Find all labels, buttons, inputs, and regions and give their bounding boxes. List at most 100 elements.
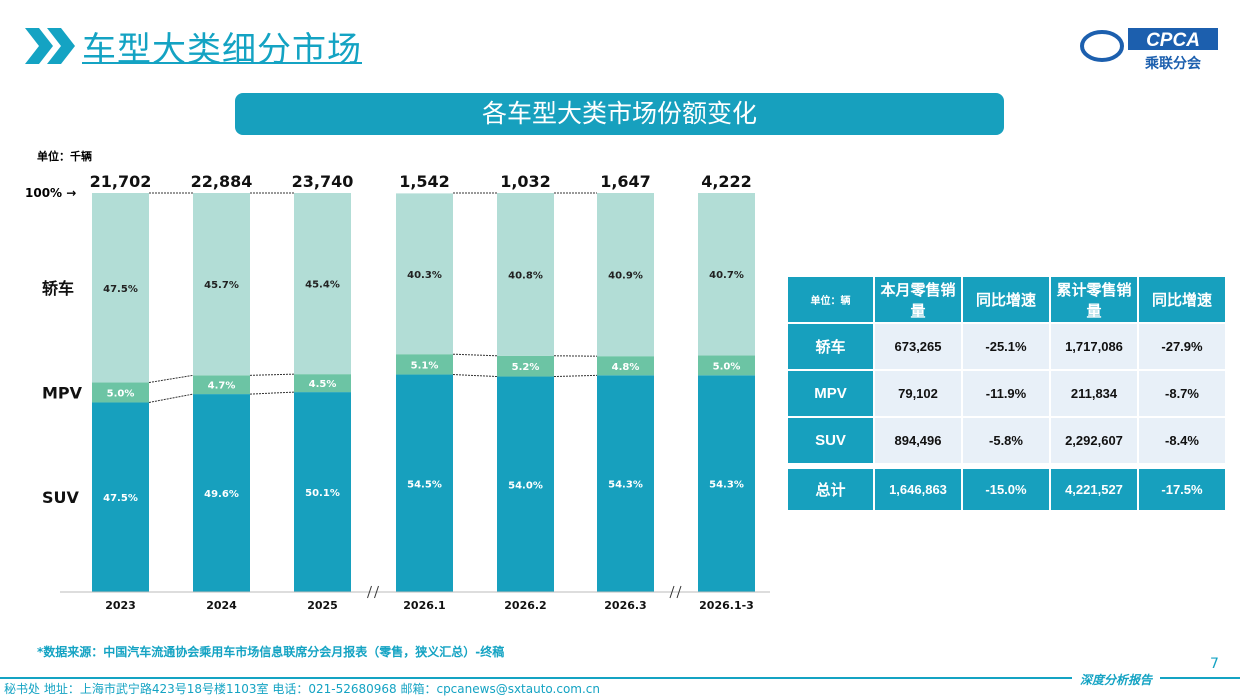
unit-label: 单位：千辆 bbox=[37, 150, 92, 163]
bar-MPV-2026.1-3 bbox=[698, 355, 755, 376]
table-unit: 单位：辆 bbox=[788, 277, 873, 322]
chart-banner: 各车型大类市场份额变化 bbox=[235, 93, 1004, 135]
stacked-bar-chart: 47.5% 5.0% 47.5% 21,702 2023 49.6% 4.7% 45.7% 22… bbox=[42, 172, 770, 612]
x-tick-label: 2026.3 bbox=[604, 599, 646, 612]
connector-line bbox=[553, 374, 598, 378]
double-chevron-icon bbox=[25, 28, 75, 64]
bar-MPV-2026.3 bbox=[597, 356, 654, 376]
page-number: 7 bbox=[1210, 656, 1219, 672]
data-label: 40.7% bbox=[709, 270, 744, 281]
col-header: 本月零售销量 bbox=[875, 277, 961, 322]
x-tick-label: 2026.2 bbox=[504, 599, 546, 612]
bar-MPV-2026.2 bbox=[497, 355, 554, 377]
cell: 211,834 bbox=[1051, 371, 1137, 416]
connector-line bbox=[148, 393, 194, 403]
x-tick-label: 2026.1 bbox=[403, 599, 445, 612]
footer-address: 秘书处 地址：上海市武宁路423号18号楼1103室 电话：021-526809… bbox=[4, 680, 601, 697]
col-header: 累计零售销量 bbox=[1051, 277, 1137, 322]
cell: -8.7% bbox=[1139, 371, 1225, 416]
bar-SUV-2026.3 bbox=[597, 375, 654, 592]
data-label: 47.5% bbox=[103, 284, 138, 295]
data-label: 49.6% bbox=[204, 489, 239, 500]
connector-line bbox=[148, 374, 194, 384]
data-label: 54.5% bbox=[407, 479, 442, 490]
data-label: 45.7% bbox=[204, 280, 239, 291]
bar-轿车-2023 bbox=[92, 193, 149, 383]
series-label: SUV bbox=[42, 488, 80, 507]
connector-line bbox=[452, 374, 498, 378]
data-label: 54.3% bbox=[608, 480, 643, 491]
data-label: 47.5% bbox=[103, 493, 138, 504]
cell: 79,102 bbox=[875, 371, 961, 416]
col-header: 同比增速 bbox=[963, 277, 1049, 322]
table-row: MPV 79,102 -11.9% 211,834 -8.7% bbox=[788, 371, 1225, 416]
cell: 4,221,527 bbox=[1051, 465, 1137, 510]
bar-MPV-2025 bbox=[294, 374, 351, 393]
row-label: 轿车 bbox=[788, 324, 873, 369]
row-label: MPV bbox=[788, 371, 873, 416]
row-label: SUV bbox=[788, 418, 873, 463]
table-row: 轿车 673,265 -25.1% 1,717,086 -27.9% bbox=[788, 324, 1225, 369]
bar-轿车-2024 bbox=[193, 193, 250, 376]
data-label: 40.8% bbox=[508, 270, 543, 281]
x-tick-label: 2024 bbox=[206, 599, 237, 612]
cpca-logo: CPCA 乘联分会 bbox=[1080, 28, 1218, 72]
total-label: 1,032 bbox=[500, 172, 551, 191]
cell: -25.1% bbox=[963, 324, 1049, 369]
cell: -15.0% bbox=[963, 465, 1049, 510]
data-label: 40.3% bbox=[407, 270, 442, 281]
percent-marker: 100% → bbox=[25, 186, 77, 200]
data-label: 45.4% bbox=[305, 280, 340, 291]
data-label: 4.5% bbox=[309, 379, 337, 390]
svg-text:CPCA: CPCA bbox=[1146, 30, 1200, 51]
cell: -11.9% bbox=[963, 371, 1049, 416]
bar-轿车-2025 bbox=[294, 193, 351, 375]
x-tick-label: 2023 bbox=[105, 599, 136, 612]
row-label: 总计 bbox=[788, 465, 873, 510]
sales-table: 单位：辆 本月零售销量 同比增速 累计零售销量 同比增速 轿车 673,265 … bbox=[786, 275, 1227, 512]
axis-break bbox=[374, 585, 379, 599]
data-label: 5.0% bbox=[107, 389, 135, 400]
x-tick-label: 2026.1-3 bbox=[699, 599, 754, 612]
table-total-row: 总计 1,646,863 -15.0% 4,221,527 -17.5% bbox=[788, 465, 1225, 510]
total-label: 1,647 bbox=[600, 172, 651, 191]
series-label: 轿车 bbox=[42, 279, 74, 298]
data-source: *数据来源：中国汽车流通协会乘用车市场信息联席分会月报表（零售，狭义汇总）-终稿 bbox=[37, 645, 505, 659]
cell: 1,646,863 bbox=[875, 465, 961, 510]
data-label: 54.0% bbox=[508, 480, 543, 491]
data-label: 5.0% bbox=[713, 361, 741, 372]
bar-轿车-2026.2 bbox=[497, 193, 554, 356]
col-header: 同比增速 bbox=[1139, 277, 1225, 322]
connector-line bbox=[452, 353, 498, 357]
data-label: 4.7% bbox=[208, 381, 236, 392]
bar-SUV-2023 bbox=[92, 402, 149, 592]
series-label: MPV bbox=[42, 384, 83, 403]
bar-SUV-2024 bbox=[193, 394, 250, 592]
bar-SUV-2025 bbox=[294, 392, 351, 592]
data-label: 40.9% bbox=[608, 271, 643, 282]
data-label: 5.1% bbox=[411, 360, 439, 371]
data-label: 4.8% bbox=[612, 362, 640, 373]
page-title: 车型大类细分市场 bbox=[82, 30, 362, 70]
cell: 673,265 bbox=[875, 324, 961, 369]
cell: 894,496 bbox=[875, 418, 961, 463]
total-label: 22,884 bbox=[191, 172, 253, 191]
cell: 2,292,607 bbox=[1051, 418, 1137, 463]
report-label: 深度分析报告 bbox=[1072, 671, 1161, 688]
bar-SUV-2026.2 bbox=[497, 376, 554, 592]
axis-break bbox=[367, 585, 372, 599]
bar-SUV-2026.1-3 bbox=[698, 375, 755, 592]
cell: -17.5% bbox=[1139, 465, 1225, 510]
bar-轿车-2026.1-3 bbox=[698, 193, 755, 356]
axis-break bbox=[676, 585, 682, 599]
bar-轿车-2026.1 bbox=[396, 193, 453, 355]
total-label: 4,222 bbox=[701, 172, 752, 191]
bar-SUV-2026.1 bbox=[396, 374, 453, 592]
total-label: 1,542 bbox=[399, 172, 450, 191]
svg-text:乘联分会: 乘联分会 bbox=[1144, 55, 1202, 72]
axis-break bbox=[669, 585, 675, 599]
data-label: 50.1% bbox=[305, 488, 340, 499]
cell: 1,717,086 bbox=[1051, 324, 1137, 369]
connector-line bbox=[249, 391, 295, 395]
cell: -5.8% bbox=[963, 418, 1049, 463]
